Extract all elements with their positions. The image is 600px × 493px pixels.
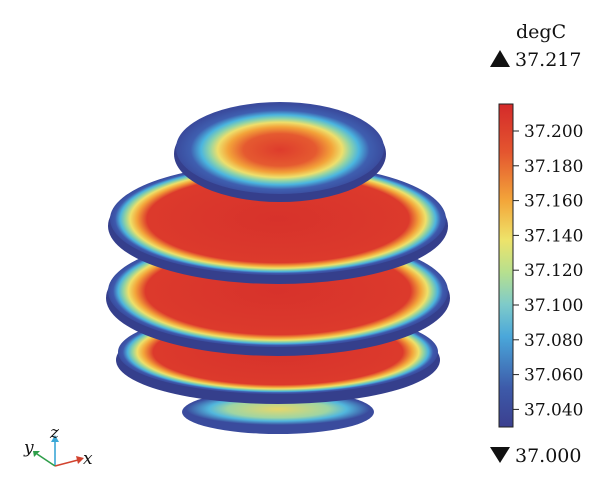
colorbar-tick-label: 37.100 — [524, 296, 583, 316]
z-axis-arrow-icon — [51, 435, 59, 442]
y-axis-line — [36, 453, 56, 467]
axis-triad: z x y — [23, 423, 93, 469]
colorbar-tick-label: 37.200 — [524, 122, 583, 142]
slice-upper — [108, 163, 448, 284]
colorbar-ticks: 37.200 37.180 37.160 37.140 37.120 37.100 37.0… — [513, 122, 583, 420]
x-axis-arrow-icon — [76, 456, 84, 464]
colorbar-tick-label: 37.180 — [524, 157, 583, 177]
max-triangle-icon — [490, 50, 510, 67]
min-triangle-icon — [490, 447, 510, 463]
legend-max-value: 37.217 — [515, 49, 581, 71]
colorbar-tick-label: 37.120 — [524, 261, 583, 281]
legend-unit: degC — [516, 21, 566, 43]
slice-top — [174, 102, 386, 202]
colorbar-tick-label: 37.060 — [524, 366, 583, 386]
z-axis-label: z — [49, 423, 60, 443]
legend-min-value: 37.000 — [515, 445, 581, 467]
colorbar-tick-label: 37.140 — [524, 226, 583, 246]
x-axis-line — [54, 459, 79, 467]
y-axis-arrow-icon — [33, 451, 40, 457]
colorbar-tick-label: 37.040 — [524, 400, 583, 420]
colorbar — [498, 103, 514, 428]
x-axis-label: x — [83, 449, 93, 469]
color-legend: degC 37.217 37.200 37.180 37.160 37.140 37.1… — [490, 21, 583, 467]
colorbar-tick-label: 37.160 — [524, 192, 583, 212]
colorbar-tick-label: 37.080 — [524, 331, 583, 351]
y-axis-label: y — [23, 438, 34, 458]
